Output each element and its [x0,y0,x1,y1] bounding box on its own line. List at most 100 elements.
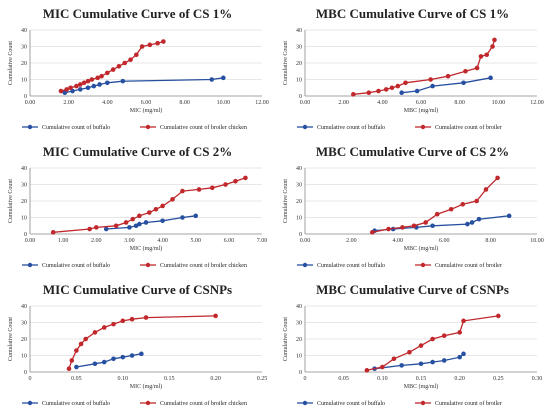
chart-title: MIC Cumulative Curve of CSNPs [43,282,232,297]
x-tick-label: 0.00 [25,100,36,106]
legend-label: Cumulative count of broiler chicken [160,262,247,269]
x-tick-label: 1.00 [58,238,69,244]
data-point [113,223,119,229]
data-point [87,226,92,232]
y-tick-label: 40 [21,166,27,172]
chart-svg: MBC Cumulative Curve of CS 1% 0 10 20 30 40 0.… [283,6,544,131]
x-tick-label: 0.25 [257,376,268,382]
legend-marker [302,124,308,130]
chart-title: MIC Cumulative Curve of CS 2% [43,144,233,159]
data-point [180,215,185,220]
data-point [441,358,447,363]
data-point [465,221,470,227]
data-point [483,187,489,192]
chart-title: MIC Cumulative Curve of CS 1% [43,6,233,21]
x-tick-label: 8.00 [485,238,496,244]
x-tick-label: 0.15 [164,376,175,382]
x-tick-label: 7.00 [257,238,268,244]
x-tick-label: 2.00 [346,238,357,244]
legend-marker [420,262,426,268]
series-line [64,77,224,94]
series-line [374,353,464,370]
data-point [389,85,395,91]
x-axis-label: MBC (mg/ml) [404,107,439,114]
data-point [474,65,480,71]
legend-label: Cumulative count of buffalo [317,262,385,269]
data-point [77,82,83,87]
data-point [418,343,424,348]
y-tick-label: 10 [21,78,27,84]
data-point [143,220,149,225]
data-point [78,341,84,347]
chart-title: MBC Cumulative Curve of CS 1% [316,6,509,21]
data-point [180,188,185,194]
data-point [105,80,110,86]
y-axis-label: Cumulative Count [8,41,14,85]
data-point [74,348,79,353]
legend-label: Cumulative count of buffalo [317,400,385,407]
legend-marker [145,124,151,130]
y-tick-label: 0 [24,94,27,100]
x-tick-label: 0.10 [377,376,388,382]
legend-label: Cumulative count of broiler chicken [160,124,247,131]
data-point [50,230,56,235]
x-tick-label: 0 [29,376,32,382]
series-line [353,39,496,95]
chart-svg: MBC Cumulative Curve of CS 2% 0 10 20 30 40 0.… [283,144,544,269]
data-point [122,60,128,66]
y-axis-label: Cumulative Count [8,179,14,223]
data-point [81,80,87,86]
data-point [399,90,404,95]
x-tick-label: 10.00 [217,100,231,106]
data-point [101,359,107,365]
x-tick-label: 4.00 [393,238,404,244]
data-point [448,206,454,212]
data-point [64,87,70,92]
data-point [161,39,166,44]
data-point [434,211,440,217]
data-point [209,77,215,82]
chart-panel: MBC Cumulative Curve of CSNPs 0 10 20 30 40 0 0… [275,276,550,413]
data-point [69,358,75,363]
data-point [366,90,372,95]
data-point [430,83,435,89]
y-tick-label: 0 [299,232,302,238]
legend-label: Cumulative count of broiler [435,400,502,407]
data-point [110,67,116,72]
series-line [60,40,164,92]
data-point [469,220,475,225]
data-point [445,73,451,79]
y-tick-label: 10 [296,78,302,84]
data-point [95,75,100,81]
data-point [463,68,468,74]
x-tick-label: 12.00 [530,100,544,106]
data-point [461,351,466,357]
data-point [461,80,466,86]
data-point [364,368,370,373]
legend-marker [302,262,308,268]
y-tick-label: 20 [296,199,302,205]
data-point [196,187,202,192]
y-tick-label: 30 [296,45,302,51]
data-point [147,210,152,215]
x-tick-label: 4.00 [157,238,168,244]
x-tick-label: 12.00 [255,100,269,106]
x-tick-label: 2.00 [63,100,74,106]
data-point [92,330,98,335]
data-point [414,88,420,94]
series-line [53,177,246,233]
data-point [476,216,482,222]
data-point [105,70,110,76]
data-point [155,40,160,46]
legend-label: Cumulative count of buffalo [317,124,385,131]
data-point [139,351,144,357]
data-point [147,42,153,48]
y-axis-label: Cumulative Count [283,317,289,361]
data-point [128,57,133,62]
data-point [193,213,199,219]
data-point [386,226,391,232]
x-tick-label: 0.05 [338,376,349,382]
x-tick-label: 4.00 [377,100,388,106]
data-point [496,313,501,319]
data-point [369,230,375,235]
